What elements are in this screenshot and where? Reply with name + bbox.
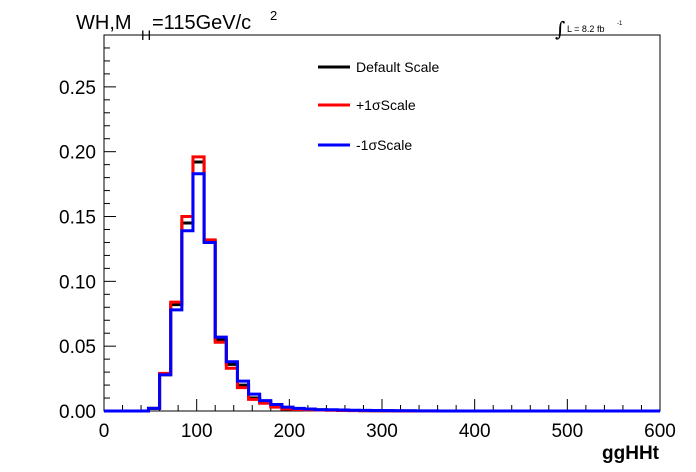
legend: Default Scale +1σScale -1σScale (318, 59, 439, 153)
x-tick-label: 100 (181, 421, 213, 442)
chart-title-value: =115GeV/c (152, 12, 251, 34)
y-tick-label: 0.00 (59, 402, 96, 423)
y-axis: 0.00 0.05 0.10 0.15 0.20 0.25 (59, 34, 116, 423)
x-tick-label: 0 (99, 421, 110, 442)
luminosity-exponent: -1 (617, 21, 623, 27)
x-tick-label: 600 (644, 421, 676, 442)
x-tick-label: 200 (273, 421, 305, 442)
y-tick-label: 0.05 (59, 337, 96, 358)
legend-label: Default Scale (356, 59, 439, 75)
series-line-default-scale (104, 160, 660, 413)
x-axis: 0 100 200 300 400 500 600 (99, 399, 676, 442)
chart-title-subscript: H (141, 27, 151, 43)
series-group (104, 155, 660, 413)
legend-label: -1σScale (356, 137, 412, 153)
x-tick-label: 500 (551, 421, 583, 442)
y-tick-label: 0.25 (59, 78, 96, 99)
x-tick-label: 400 (459, 421, 491, 442)
y-tick-label: 0.15 (59, 208, 96, 229)
luminosity-label: L = 8.2 fb (567, 24, 604, 34)
y-tick-label: 0.20 (59, 143, 96, 164)
series-line-minus-1sigma-scale (104, 172, 660, 413)
chart-title-main: WH,M (76, 12, 132, 34)
series-line-plus-1sigma-scale (104, 155, 660, 413)
integral-symbol: ∫ (555, 17, 565, 41)
y-tick-label: 0.10 (59, 272, 96, 293)
x-axis-label: ggHHt (602, 443, 660, 464)
chart-title-superscript: 2 (270, 8, 277, 23)
legend-label: +1σScale (356, 97, 416, 113)
x-tick-label: 300 (366, 421, 398, 442)
